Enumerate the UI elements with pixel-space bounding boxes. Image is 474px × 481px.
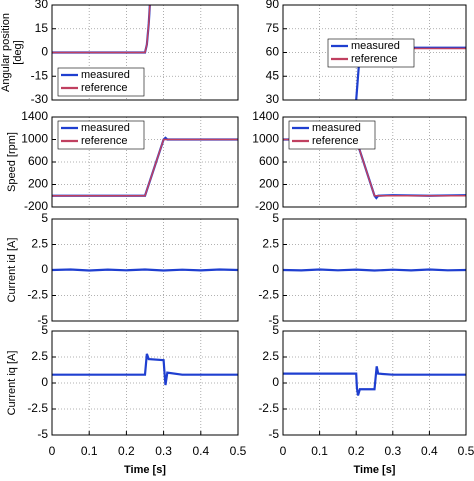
x-tick-label: 0.5 <box>458 444 474 458</box>
legend-box <box>57 67 145 97</box>
x-tick-label: 0.4 <box>192 444 209 458</box>
plot-frame <box>282 218 467 322</box>
y-tick-label: 200 <box>28 177 48 191</box>
y-tick-label: -2.5 <box>258 288 279 302</box>
legend-box <box>288 120 376 150</box>
legend-box <box>57 120 145 150</box>
x-tick-label: 0.2 <box>118 444 135 458</box>
x-tick-label: 0 <box>49 444 56 458</box>
y-tick-label: 1400 <box>21 109 48 123</box>
y-tick-label: 0 <box>41 262 48 276</box>
x-axis-label: Time [s] <box>354 464 396 476</box>
panel: -30 -15 0 15 30 Angular position [deg] measured… <box>0 0 239 106</box>
y-tick-label: -5 <box>37 427 48 441</box>
y-tick-label: 5 <box>41 323 48 337</box>
x-tick-label: 0.5 <box>230 444 247 458</box>
panel: -5 -2.5 0 2.5 5 0 0.1 0.2 0.3 0.4 0.5 Time [s] <box>258 323 474 476</box>
legend-label: reference <box>351 53 397 65</box>
plot-frame <box>51 330 239 436</box>
legend-label: measured <box>81 122 130 134</box>
plot-frame <box>51 218 239 322</box>
y-tick-label: -200 <box>24 199 48 213</box>
y-tick-label: -15 <box>31 68 49 82</box>
plot-frame <box>51 116 239 208</box>
legend-label: measured <box>351 40 400 52</box>
series-line <box>52 138 238 197</box>
x-tick-label: 0 <box>280 444 287 458</box>
y-tick-label: 60 <box>266 45 280 59</box>
y-tick-label: 0 <box>41 45 48 59</box>
x-axis-label: Time [s] <box>124 464 166 476</box>
y-tick-label: 2.5 <box>31 237 48 251</box>
panel: -5 -2.5 0 2.5 5 <box>258 211 467 327</box>
y-axis-label: Angular position <box>0 13 12 92</box>
legend-label: reference <box>312 135 358 147</box>
y-tick-label: 1000 <box>252 132 279 146</box>
y-tick-label: 5 <box>41 211 48 225</box>
y-axis-label: Current id [A] <box>6 238 18 303</box>
x-tick-label: 0.1 <box>311 444 328 458</box>
y-tick-label: 0 <box>41 375 48 389</box>
series-line <box>52 268 238 272</box>
x-tick-label: 0.1 <box>81 444 98 458</box>
y-tick-label: -5 <box>268 427 279 441</box>
y-tick-label: 2.5 <box>31 349 48 363</box>
legend-label: reference <box>81 135 127 147</box>
y-tick-label: -5 <box>37 313 48 327</box>
legend-box <box>327 38 415 68</box>
y-axis-label: Speed [rpm] <box>6 132 18 192</box>
y-tick-label: -2.5 <box>27 288 48 302</box>
plot-frame <box>282 116 467 208</box>
x-tick-label: 0.2 <box>348 444 365 458</box>
y-tick-label: 1000 <box>21 132 48 146</box>
x-tick-label: 0.3 <box>384 444 401 458</box>
x-tick-label: 0.4 <box>421 444 438 458</box>
y-tick-label: 600 <box>259 154 279 168</box>
series-line <box>52 353 238 386</box>
y-tick-label: -5 <box>268 313 279 327</box>
panel: -5 -2.5 0 2.5 5 0 0.1 0.2 0.3 0.4 0.5 Time [s] Curre… <box>6 323 247 476</box>
y-tick-label: 75 <box>266 21 280 35</box>
legend-label: measured <box>312 122 361 134</box>
panel: -5 -2.5 0 2.5 5 Current id [A] <box>6 211 239 327</box>
series-line <box>283 268 466 272</box>
y-tick-label: 5 <box>272 323 279 337</box>
y-tick-label: 0 <box>272 262 279 276</box>
y-tick-label: -2.5 <box>258 401 279 415</box>
y-tick-label: 600 <box>28 154 48 168</box>
y-tick-label: 2.5 <box>262 349 279 363</box>
y-tick-label: 1400 <box>252 109 279 123</box>
plot-frame <box>282 4 467 101</box>
y-tick-label: -2.5 <box>27 401 48 415</box>
legend-label: measured <box>81 69 130 81</box>
x-tick-label: 0.3 <box>155 444 172 458</box>
series-line <box>283 366 466 396</box>
y-axis-label: [deg] <box>12 40 24 64</box>
y-tick-label: 30 <box>266 92 280 106</box>
y-tick-label: 30 <box>35 0 49 11</box>
y-tick-label: 90 <box>266 0 280 11</box>
y-tick-label: 0 <box>272 375 279 389</box>
y-tick-label: -200 <box>255 199 279 213</box>
legend-label: reference <box>81 82 127 94</box>
y-tick-label: 15 <box>35 21 49 35</box>
y-tick-label: 2.5 <box>262 237 279 251</box>
y-axis-label: Current iq [A] <box>6 351 18 416</box>
plot-frame <box>282 330 467 436</box>
y-tick-label: 45 <box>266 68 280 82</box>
series-line <box>52 5 151 54</box>
y-tick-label: -30 <box>31 92 49 106</box>
plot-frame <box>51 4 239 101</box>
y-tick-label: 5 <box>272 211 279 225</box>
y-tick-label: 200 <box>259 177 279 191</box>
